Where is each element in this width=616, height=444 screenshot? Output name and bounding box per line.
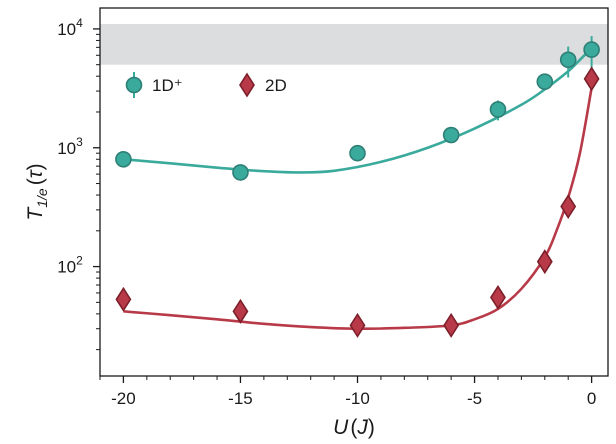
data-point-2d [115,286,132,312]
x-tick-label: -15 [228,389,253,408]
legend-label-2d: 2D [265,76,287,95]
legend: 1D⁺ 2D [125,72,287,98]
x-tick-label: -20 [111,389,136,408]
data-point-2d [349,312,366,338]
y-axis-title-main: T [24,206,47,221]
y-tick-label: 103 [57,135,83,158]
data-point-1d [536,73,554,90]
fit-curve-2d [123,87,593,331]
y-axis-title: T1/e(τ) [24,163,50,220]
axis-tick-labels: -20 -15 -10 -5 0 102 103 104 [57,16,596,408]
data-point-2d [443,312,460,338]
data-point-2d [490,284,506,310]
data-points [115,36,600,338]
fit-curve-1d [123,47,593,174]
fit-curves [123,47,593,331]
plot-frame [99,7,609,377]
legend-label-1d: 1D⁺ [152,76,183,95]
y-tick-label: 102 [57,254,83,277]
data-point-2d [536,249,553,275]
data-point-2d [583,66,600,92]
x-tick-label: -10 [345,389,370,408]
data-point-1d [442,126,460,144]
y-axis-title-unit: τ [24,169,47,178]
data-point-2d [560,194,577,220]
data-point-1d [115,150,132,168]
legend-marker-2d [239,72,255,98]
axis-ticks [93,28,593,383]
shaded-band [100,24,608,65]
legend-marker-1d [125,76,143,94]
x-axis-title-main: U [333,416,349,439]
y-tick-label: 104 [57,16,83,39]
x-tick-label: 0 [587,389,596,408]
x-tick-label: -5 [467,389,482,408]
x-axis-title: U(J) [333,416,375,439]
x-axis-title-unit: J [356,416,368,439]
data-point-1d [559,51,577,69]
data-point-1d [583,41,600,58]
y-axis-title-sub: 1/e [34,188,50,208]
data-point-1d [489,101,507,118]
data-point-1d [232,164,249,181]
data-point-2d [232,298,249,324]
data-point-1d [349,144,366,162]
